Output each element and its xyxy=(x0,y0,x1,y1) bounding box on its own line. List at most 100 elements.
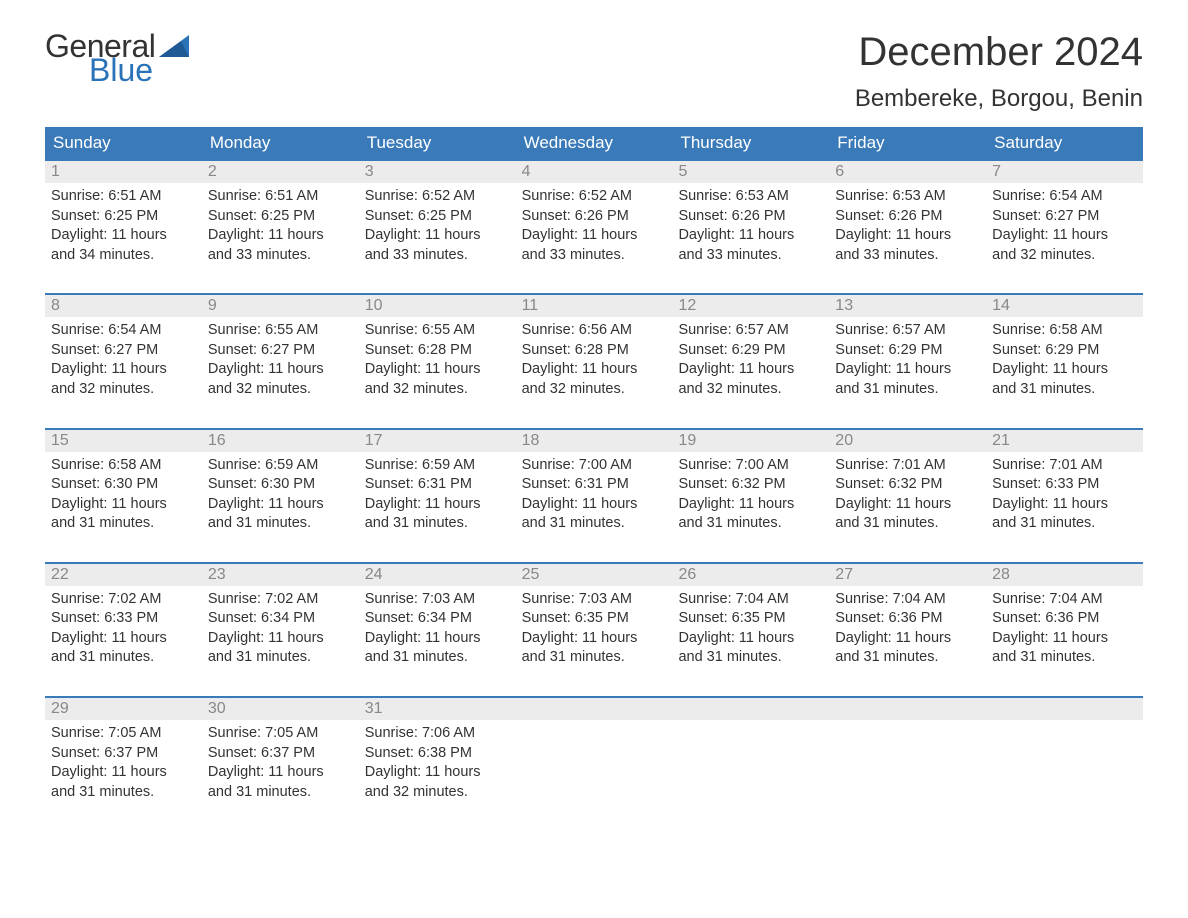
day-body: Sunrise: 7:06 AMSunset: 6:38 PMDaylight:… xyxy=(359,720,516,808)
calendar-day: 18Sunrise: 7:00 AMSunset: 6:31 PMDayligh… xyxy=(516,430,673,540)
location: Bembereke, Borgou, Benin xyxy=(855,85,1143,113)
calendar-day xyxy=(829,698,986,808)
day-number-empty xyxy=(986,698,1143,720)
day-body: Sunrise: 7:05 AMSunset: 6:37 PMDaylight:… xyxy=(45,720,202,808)
title-block: December 2024 Bembereke, Borgou, Benin xyxy=(855,30,1143,113)
sunrise-line: Sunrise: 6:57 AM xyxy=(835,321,980,341)
daylight-line-2: and 31 minutes. xyxy=(522,648,667,668)
sunrise-line: Sunrise: 7:00 AM xyxy=(678,456,823,476)
calendar-day: 5Sunrise: 6:53 AMSunset: 6:26 PMDaylight… xyxy=(672,161,829,271)
daylight-line-1: Daylight: 11 hours xyxy=(678,629,823,649)
sunset-line: Sunset: 6:25 PM xyxy=(208,207,353,227)
day-body: Sunrise: 7:02 AMSunset: 6:34 PMDaylight:… xyxy=(202,586,359,674)
sunrise-line: Sunrise: 7:03 AM xyxy=(522,590,667,610)
day-number: 15 xyxy=(45,430,202,452)
day-body: Sunrise: 7:00 AMSunset: 6:31 PMDaylight:… xyxy=(516,452,673,540)
weekday-header: Sunday Monday Tuesday Wednesday Thursday… xyxy=(45,127,1143,159)
daylight-line-2: and 31 minutes. xyxy=(208,648,353,668)
daylight-line-2: and 32 minutes. xyxy=(365,783,510,803)
day-body: Sunrise: 6:59 AMSunset: 6:30 PMDaylight:… xyxy=(202,452,359,540)
sunrise-line: Sunrise: 7:01 AM xyxy=(835,456,980,476)
daylight-line-2: and 32 minutes. xyxy=(51,380,196,400)
sunset-line: Sunset: 6:31 PM xyxy=(365,475,510,495)
daylight-line-2: and 33 minutes. xyxy=(365,246,510,266)
day-body: Sunrise: 6:53 AMSunset: 6:26 PMDaylight:… xyxy=(672,183,829,271)
sunrise-line: Sunrise: 7:05 AM xyxy=(51,724,196,744)
day-number: 29 xyxy=(45,698,202,720)
daylight-line-2: and 31 minutes. xyxy=(835,514,980,534)
day-number: 24 xyxy=(359,564,516,586)
daylight-line-1: Daylight: 11 hours xyxy=(992,629,1137,649)
daylight-line-1: Daylight: 11 hours xyxy=(835,226,980,246)
daylight-line-2: and 31 minutes. xyxy=(208,514,353,534)
daylight-line-2: and 33 minutes. xyxy=(208,246,353,266)
calendar-day: 17Sunrise: 6:59 AMSunset: 6:31 PMDayligh… xyxy=(359,430,516,540)
header: General Blue December 2024 Bembereke, Bo… xyxy=(45,30,1143,113)
sunset-line: Sunset: 6:25 PM xyxy=(365,207,510,227)
calendar-day xyxy=(672,698,829,808)
daylight-line-2: and 31 minutes. xyxy=(51,648,196,668)
sunset-line: Sunset: 6:30 PM xyxy=(208,475,353,495)
daylight-line-2: and 31 minutes. xyxy=(365,648,510,668)
daylight-line-1: Daylight: 11 hours xyxy=(208,226,353,246)
sunset-line: Sunset: 6:35 PM xyxy=(522,609,667,629)
calendar-week: 8Sunrise: 6:54 AMSunset: 6:27 PMDaylight… xyxy=(45,293,1143,405)
day-body: Sunrise: 6:54 AMSunset: 6:27 PMDaylight:… xyxy=(45,317,202,405)
calendar-day: 10Sunrise: 6:55 AMSunset: 6:28 PMDayligh… xyxy=(359,295,516,405)
calendar-day xyxy=(986,698,1143,808)
sunset-line: Sunset: 6:36 PM xyxy=(992,609,1137,629)
sunset-line: Sunset: 6:33 PM xyxy=(51,609,196,629)
day-body: Sunrise: 7:03 AMSunset: 6:35 PMDaylight:… xyxy=(516,586,673,674)
daylight-line-2: and 32 minutes. xyxy=(678,380,823,400)
calendar-day: 12Sunrise: 6:57 AMSunset: 6:29 PMDayligh… xyxy=(672,295,829,405)
daylight-line-2: and 34 minutes. xyxy=(51,246,196,266)
daylight-line-1: Daylight: 11 hours xyxy=(51,226,196,246)
calendar-day: 4Sunrise: 6:52 AMSunset: 6:26 PMDaylight… xyxy=(516,161,673,271)
sunrise-line: Sunrise: 6:54 AM xyxy=(51,321,196,341)
sunset-line: Sunset: 6:32 PM xyxy=(678,475,823,495)
sunset-line: Sunset: 6:30 PM xyxy=(51,475,196,495)
calendar: Sunday Monday Tuesday Wednesday Thursday… xyxy=(45,127,1143,808)
sunset-line: Sunset: 6:26 PM xyxy=(678,207,823,227)
daylight-line-1: Daylight: 11 hours xyxy=(522,629,667,649)
sunrise-line: Sunrise: 6:52 AM xyxy=(522,187,667,207)
sunset-line: Sunset: 6:33 PM xyxy=(992,475,1137,495)
day-body: Sunrise: 6:52 AMSunset: 6:25 PMDaylight:… xyxy=(359,183,516,271)
sunrise-line: Sunrise: 7:04 AM xyxy=(678,590,823,610)
weeks-container: 1Sunrise: 6:51 AMSunset: 6:25 PMDaylight… xyxy=(45,159,1143,808)
sunrise-line: Sunrise: 7:06 AM xyxy=(365,724,510,744)
daylight-line-2: and 31 minutes. xyxy=(992,648,1137,668)
daylight-line-1: Daylight: 11 hours xyxy=(208,629,353,649)
day-body: Sunrise: 6:53 AMSunset: 6:26 PMDaylight:… xyxy=(829,183,986,271)
weekday-monday: Monday xyxy=(202,127,359,159)
daylight-line-2: and 32 minutes. xyxy=(992,246,1137,266)
calendar-day: 15Sunrise: 6:58 AMSunset: 6:30 PMDayligh… xyxy=(45,430,202,540)
sunrise-line: Sunrise: 6:51 AM xyxy=(208,187,353,207)
day-number-empty xyxy=(516,698,673,720)
daylight-line-2: and 31 minutes. xyxy=(365,514,510,534)
sunrise-line: Sunrise: 6:56 AM xyxy=(522,321,667,341)
calendar-day: 16Sunrise: 6:59 AMSunset: 6:30 PMDayligh… xyxy=(202,430,359,540)
weekday-saturday: Saturday xyxy=(986,127,1143,159)
sunrise-line: Sunrise: 6:58 AM xyxy=(51,456,196,476)
calendar-day: 7Sunrise: 6:54 AMSunset: 6:27 PMDaylight… xyxy=(986,161,1143,271)
calendar-day: 3Sunrise: 6:52 AMSunset: 6:25 PMDaylight… xyxy=(359,161,516,271)
daylight-line-1: Daylight: 11 hours xyxy=(678,495,823,515)
day-body: Sunrise: 7:04 AMSunset: 6:35 PMDaylight:… xyxy=(672,586,829,674)
sunrise-line: Sunrise: 6:59 AM xyxy=(208,456,353,476)
sunrise-line: Sunrise: 7:04 AM xyxy=(835,590,980,610)
day-body: Sunrise: 6:57 AMSunset: 6:29 PMDaylight:… xyxy=(829,317,986,405)
day-body: Sunrise: 7:04 AMSunset: 6:36 PMDaylight:… xyxy=(829,586,986,674)
day-body: Sunrise: 6:58 AMSunset: 6:29 PMDaylight:… xyxy=(986,317,1143,405)
day-body: Sunrise: 6:56 AMSunset: 6:28 PMDaylight:… xyxy=(516,317,673,405)
day-number-empty xyxy=(829,698,986,720)
day-body: Sunrise: 6:59 AMSunset: 6:31 PMDaylight:… xyxy=(359,452,516,540)
daylight-line-2: and 31 minutes. xyxy=(51,514,196,534)
day-number: 11 xyxy=(516,295,673,317)
day-number: 9 xyxy=(202,295,359,317)
day-body: Sunrise: 7:01 AMSunset: 6:32 PMDaylight:… xyxy=(829,452,986,540)
sunrise-line: Sunrise: 7:02 AM xyxy=(51,590,196,610)
day-body: Sunrise: 7:04 AMSunset: 6:36 PMDaylight:… xyxy=(986,586,1143,674)
sunrise-line: Sunrise: 6:57 AM xyxy=(678,321,823,341)
logo-text-blue: Blue xyxy=(89,54,153,86)
